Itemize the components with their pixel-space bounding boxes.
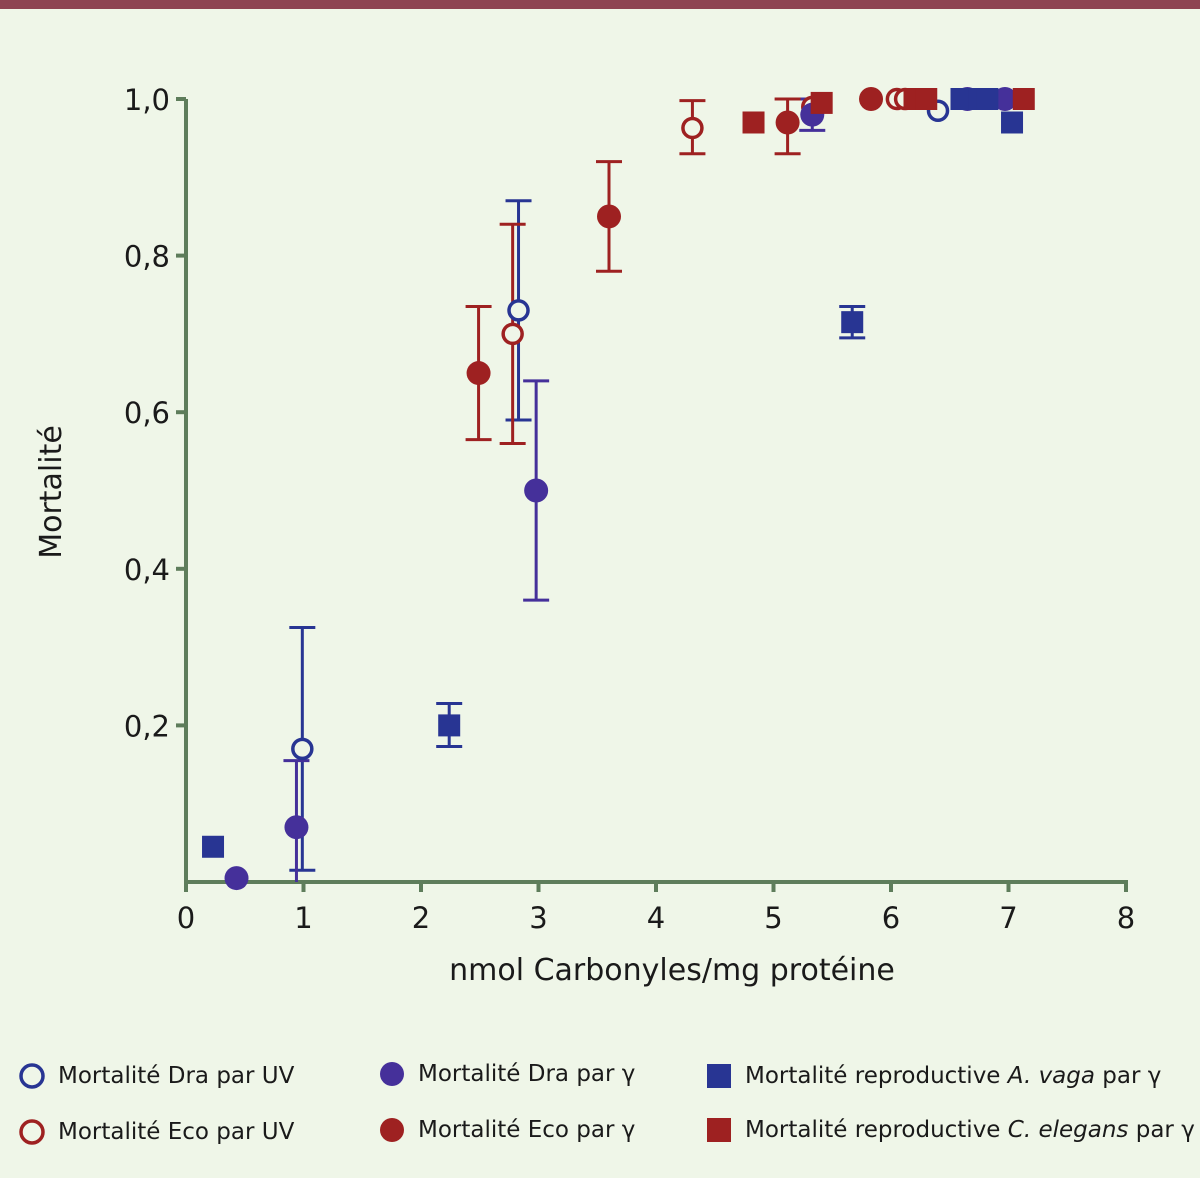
- data-point-filled-circle: [284, 815, 309, 840]
- open-circle-icon: [18, 1062, 46, 1090]
- legend-label-suffix: par γ: [1128, 1117, 1195, 1143]
- y-tick-label: 0,4: [124, 553, 170, 587]
- data-marks: [202, 87, 1035, 891]
- data-point-filled-circle: [466, 361, 491, 386]
- legend-label: Mortalité Eco par γ: [418, 1117, 636, 1143]
- legend-item-eco-gamma: Mortalité Eco par γ: [378, 1116, 635, 1144]
- legend-swatch: [707, 1064, 731, 1088]
- x-tick-label: 0: [177, 901, 195, 935]
- legend-label: Mortalité Dra par UV: [58, 1063, 295, 1089]
- data-point-filled-square: [810, 91, 833, 114]
- x-tick-label: 4: [647, 901, 665, 935]
- data-point-filled-circle: [224, 866, 249, 891]
- legend-swatch: [380, 1062, 404, 1086]
- data-point-open-circle: [681, 116, 704, 140]
- legend-label: Mortalité Eco par UV: [58, 1119, 295, 1145]
- legend-label-prefix: Mortalité reproductive: [745, 1117, 1008, 1143]
- data-point-filled-square: [742, 111, 765, 134]
- x-tick-label: 1: [294, 901, 312, 935]
- legend-marker: [19, 1063, 45, 1089]
- open-circle-icon: [18, 1118, 46, 1146]
- legend-item-celegans-gamma: Mortalité reproductive C. elegans par γ: [705, 1116, 1195, 1144]
- legend-item-dra-gamma: Mortalité Dra par γ: [378, 1060, 635, 1088]
- data-point-filled-square: [1001, 111, 1024, 134]
- data-point-filled-circle: [524, 478, 549, 503]
- x-tick-label: 8: [1117, 901, 1135, 935]
- data-point-filled-square: [950, 88, 973, 110]
- data-point-filled-square: [915, 88, 938, 110]
- axes: 0 1 2 3 4 5 6 7 8 0,2 0,4 0,6 0,8 1,0: [124, 83, 1135, 935]
- data-point-open-circle: [507, 299, 530, 322]
- legend-item-eco-uv: Mortalité Eco par UV: [18, 1118, 294, 1146]
- legend-label-suffix: par γ: [1094, 1063, 1162, 1089]
- x-axis-title: nmol Carbonyles/mg protéine: [449, 953, 895, 988]
- legend-item-dra-uv: Mortalité Dra par UV: [18, 1062, 294, 1090]
- data-point-filled-circle: [775, 110, 800, 135]
- filled-square-icon: [705, 1062, 733, 1090]
- y-axis-title: Mortalité: [34, 425, 69, 559]
- legend-label-prefix: Mortalité reproductive: [745, 1063, 1008, 1089]
- legend-label-species: C. elegans: [1007, 1117, 1129, 1143]
- x-tick-label: 3: [529, 901, 547, 935]
- legend: Mortalité Dra par UV Mortalité Eco par U…: [0, 1050, 1200, 1160]
- y-tick-label: 1,0: [124, 83, 170, 117]
- data-point-filled-circle: [597, 204, 621, 229]
- filled-square-icon: [705, 1116, 733, 1144]
- data-point-filled-square: [976, 88, 999, 110]
- data-point-open-circle: [501, 322, 524, 346]
- legend-item-avaga-gamma: Mortalité reproductive A. vaga par γ: [705, 1062, 1161, 1090]
- legend-label: Mortalité reproductive C. elegans par γ: [745, 1117, 1195, 1143]
- data-point-filled-square: [202, 835, 225, 858]
- top-accent-bar: [0, 0, 1200, 9]
- filled-circle-icon: [378, 1116, 406, 1144]
- legend-marker: [19, 1119, 45, 1145]
- legend-label: Mortalité Dra par γ: [418, 1061, 636, 1087]
- data-point-open-circle: [291, 737, 314, 761]
- legend-marker: [707, 1064, 731, 1088]
- data-point-filled-circle: [992, 87, 1017, 111]
- legend-marker: [380, 1062, 404, 1086]
- legend-swatch: [707, 1118, 731, 1142]
- legend-swatch: [380, 1118, 404, 1142]
- data-point-filled-square: [1012, 88, 1035, 110]
- legend-label-species: A. vaga: [1007, 1063, 1095, 1089]
- data-point-filled-circle: [859, 87, 884, 111]
- legend-swatch: [19, 1119, 45, 1145]
- y-tick-label: 0,8: [124, 240, 170, 274]
- filled-circle-icon: [378, 1060, 406, 1088]
- legend-label: Mortalité reproductive A. vaga par γ: [745, 1063, 1161, 1089]
- legend-swatch: [19, 1063, 45, 1089]
- data-point-filled-square: [841, 311, 864, 334]
- x-tick-label: 6: [882, 901, 900, 935]
- x-tick-label: 5: [764, 901, 782, 935]
- x-tick-label: 7: [999, 901, 1017, 935]
- legend-marker: [707, 1118, 731, 1142]
- scatter-chart: 0 1 2 3 4 5 6 7 8 0,2 0,4 0,6 0,8 1,0 nmol Carbonyles…: [34, 83, 1135, 988]
- y-tick-label: 0,6: [124, 396, 170, 430]
- y-tick-label: 0,2: [124, 709, 170, 743]
- x-tick-label: 2: [412, 901, 430, 935]
- legend-marker: [380, 1118, 404, 1142]
- data-point-filled-square: [438, 714, 461, 737]
